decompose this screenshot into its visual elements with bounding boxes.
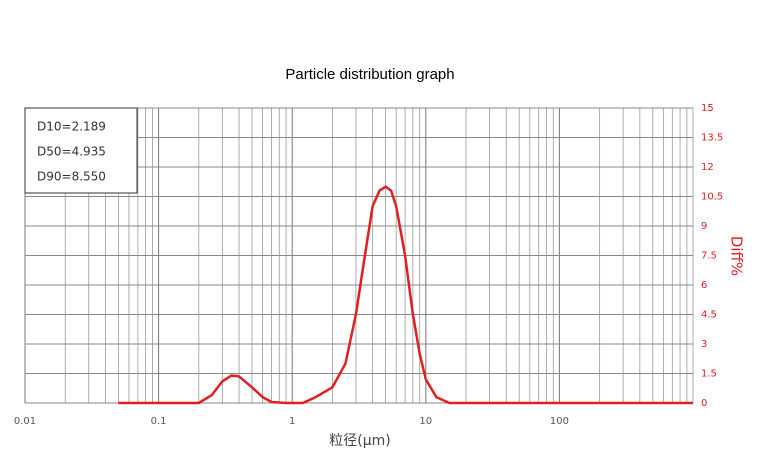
annotation-box: D10=2.189 D50=4.935 D90=8.550 [24, 107, 138, 194]
x-tick-label: 0.1 [151, 416, 167, 427]
x-tick-label: 1 [289, 416, 295, 427]
y-tick-label: 15 [701, 103, 714, 114]
x-tick-label: 10 [419, 416, 432, 427]
annotation-frame [24, 107, 138, 194]
y-tick-label: 0 [701, 398, 707, 409]
chart-title: Particle distribution graph [285, 66, 454, 83]
annotation: D90=8.550 [37, 170, 106, 184]
annotation: D10=2.189 [37, 120, 106, 134]
y-tick-label: 9 [701, 221, 707, 232]
y-axis-label: Diff% [728, 236, 746, 276]
y-tick-label: 12 [701, 162, 714, 173]
y-tick-label: 3 [701, 339, 707, 350]
y-tick-label: 4.5 [701, 310, 717, 321]
y-tick-label: 6 [701, 280, 707, 291]
annotation: D50=4.935 [37, 145, 106, 159]
x-tick-label: 0.01 [14, 416, 36, 427]
y-tick-label: 1.5 [701, 369, 717, 380]
y-tick-label: 10.5 [701, 192, 723, 203]
x-tick-label: 100 [550, 416, 569, 427]
data-line [118, 185, 693, 405]
y-tick-label: 7.5 [701, 251, 717, 262]
y-tick-label: 13.5 [701, 133, 723, 144]
x-axis-label: 粒径(μm) [329, 433, 390, 449]
